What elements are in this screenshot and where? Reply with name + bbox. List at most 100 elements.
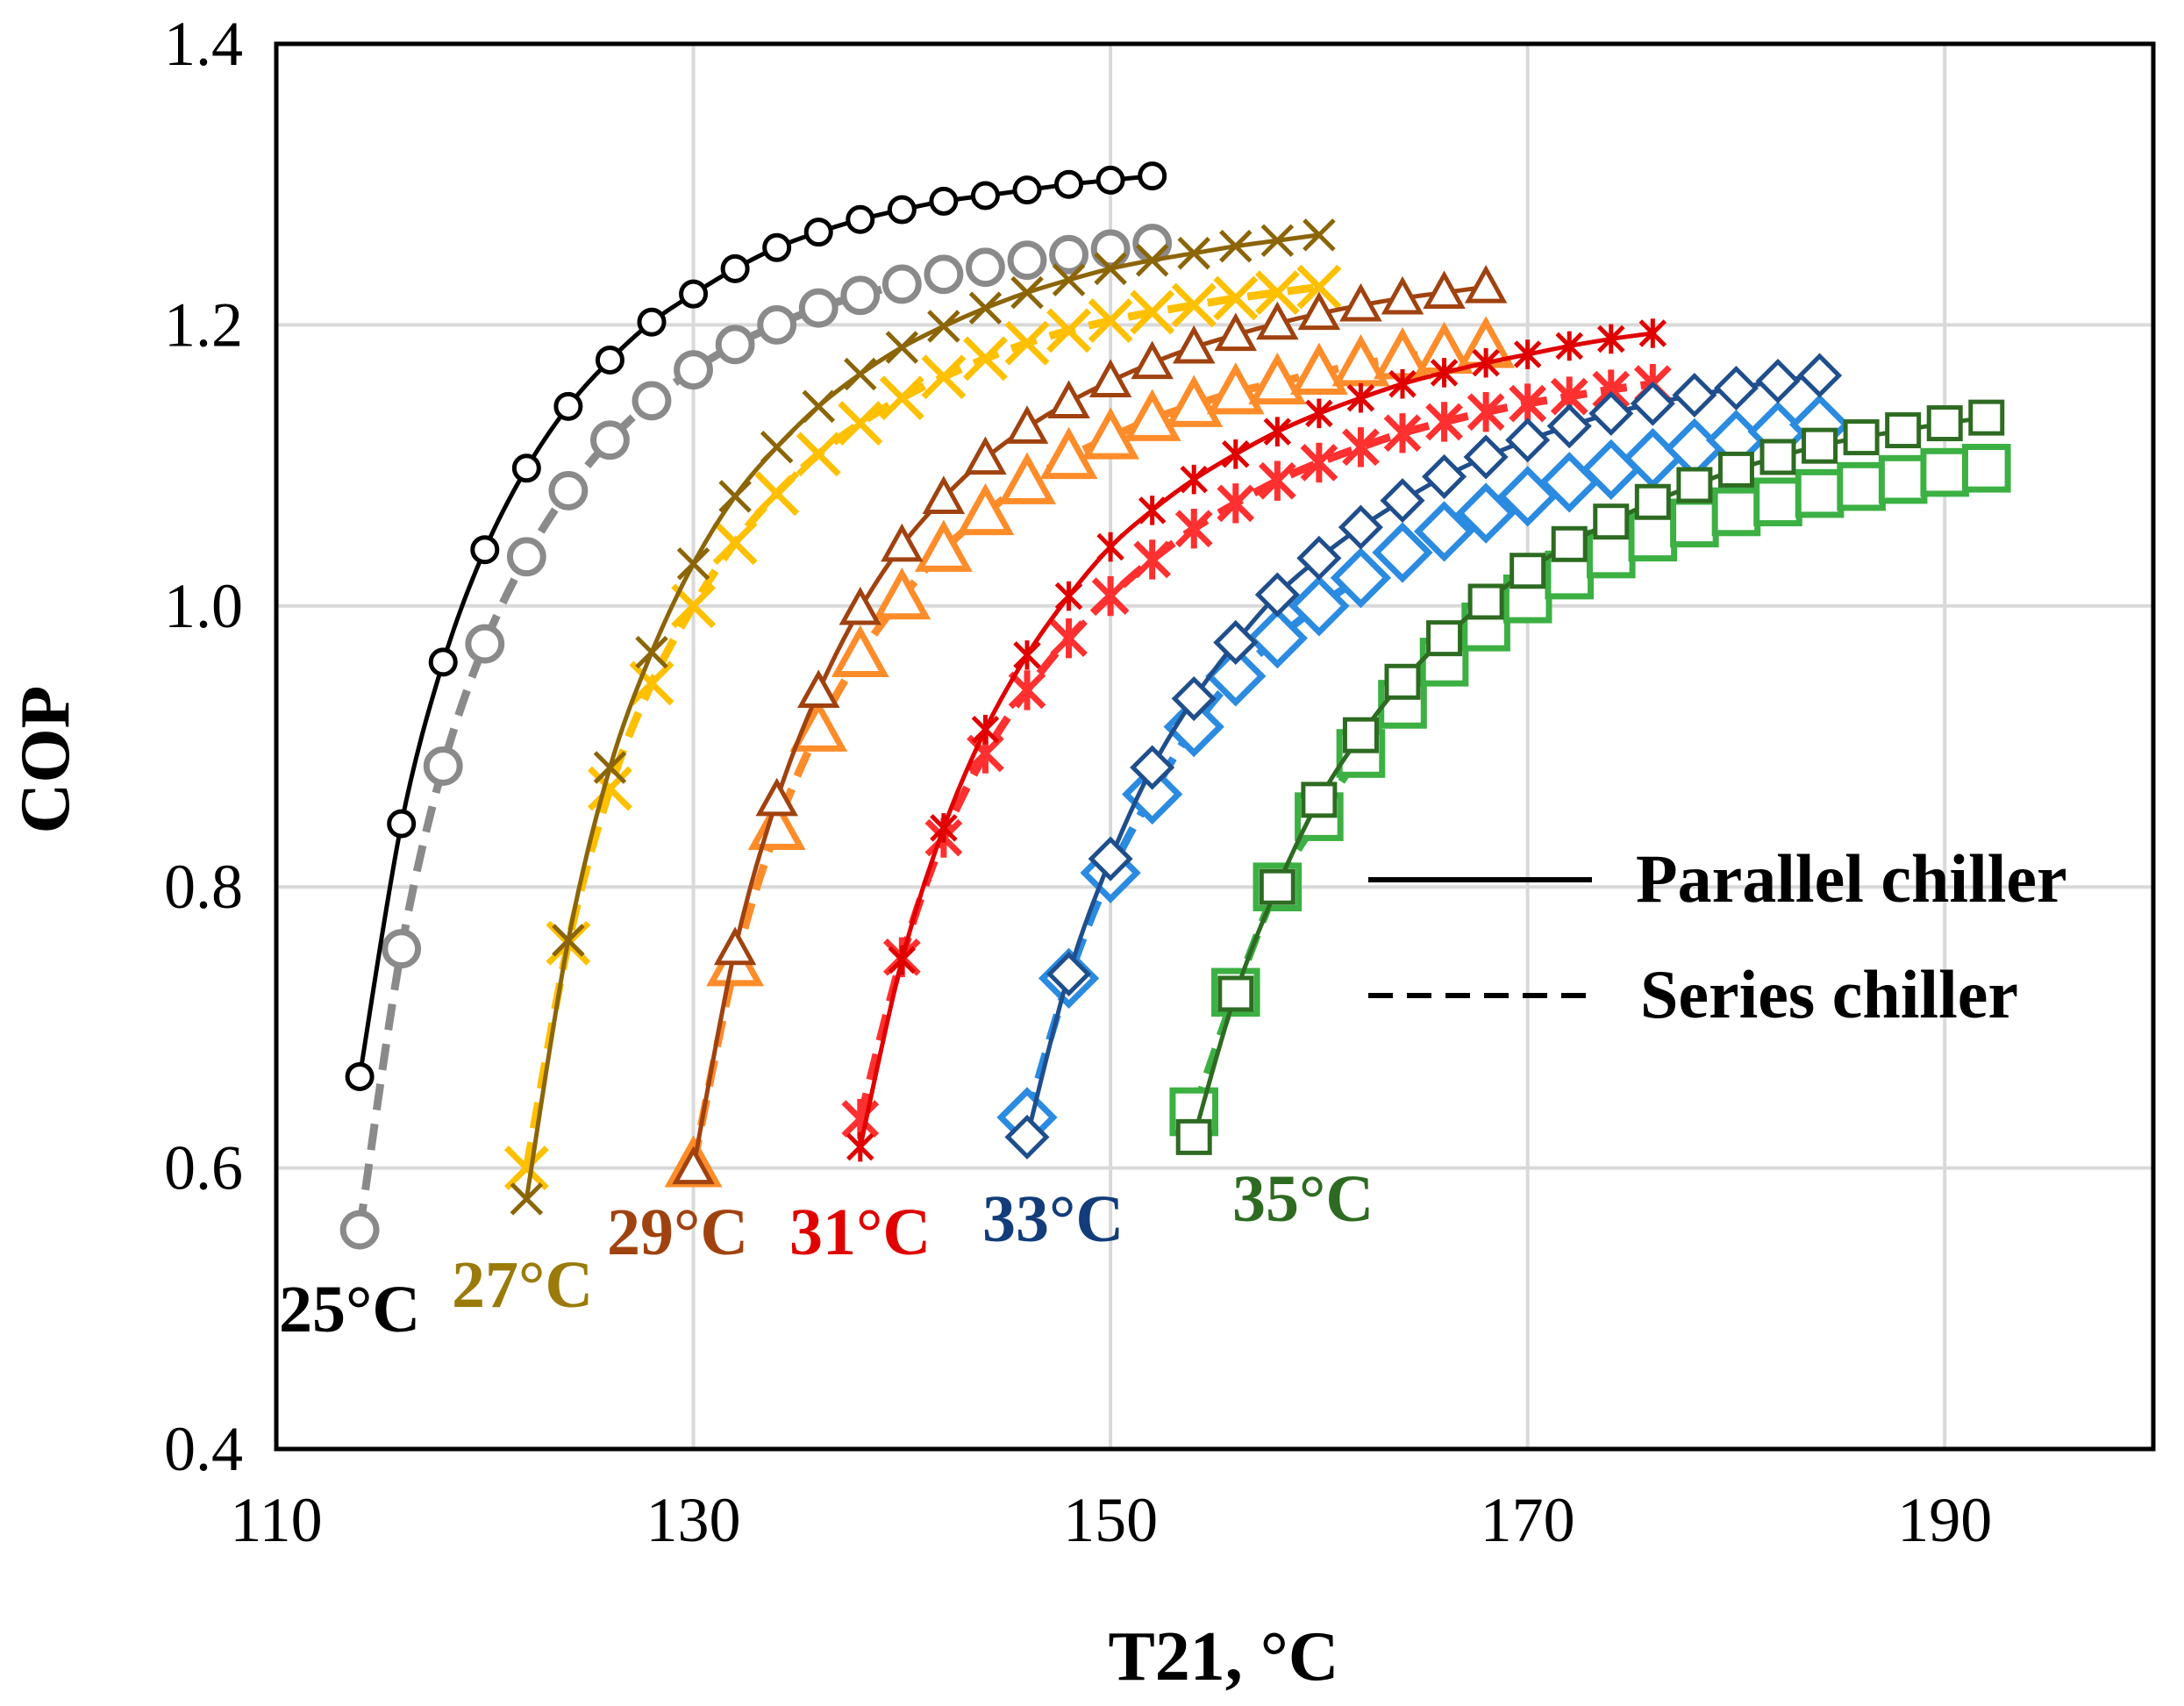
- data-point-diamond: [1664, 418, 1725, 480]
- series-27C-series: [503, 264, 1342, 1191]
- data-point-triangle: [956, 482, 1015, 536]
- data-point-diamond: [1380, 478, 1425, 524]
- y-tick-label: 0.6: [164, 1133, 243, 1203]
- data-point-square: [1717, 451, 1754, 488]
- data-point-square: [1217, 975, 1254, 1012]
- data-point-circle: [966, 247, 1005, 288]
- series-27C-parallel: [510, 218, 1336, 1216]
- data-point-square: [1628, 512, 1678, 562]
- data-point-diamond: [1755, 358, 1801, 404]
- x-axis-title: T21, °C: [1108, 1618, 1338, 1695]
- data-point-asterisk: [971, 714, 1000, 745]
- series-line: [355, 239, 1153, 1231]
- data-point-triangle: [1297, 291, 1341, 331]
- data-point-x: [1213, 275, 1259, 321]
- data-point-circle: [887, 195, 917, 225]
- data-point-circle: [465, 624, 505, 664]
- data-point-asterisk: [1346, 382, 1375, 413]
- data-point-circle: [803, 218, 833, 247]
- data-point-circle: [1090, 229, 1131, 269]
- data-point-circle: [1054, 169, 1084, 199]
- data-point-asterisk: [846, 1131, 874, 1162]
- data-point-triangle: [1214, 312, 1258, 352]
- data-point-asterisk: [1509, 383, 1547, 424]
- data-point-square: [1878, 454, 1928, 504]
- data-point-diamond: [1338, 504, 1383, 550]
- data-point-circle: [428, 647, 458, 677]
- series-25C-parallel: [345, 161, 1167, 1091]
- data-point-asterisk: [1472, 347, 1500, 378]
- y-tick-label: 0.8: [164, 852, 243, 922]
- legend: Parallel chiller Series chiller: [1368, 840, 2067, 1032]
- data-point-diamond: [1330, 547, 1392, 609]
- data-point-square: [1843, 419, 1880, 456]
- data-point-circle: [632, 381, 672, 421]
- data-point-circle: [553, 391, 583, 421]
- data-point-asterisk: [1217, 483, 1255, 524]
- data-point-diamond: [1422, 453, 1467, 499]
- series-33C-parallel: [1004, 353, 1843, 1160]
- data-point-square: [1426, 620, 1463, 657]
- y-tick-label: 0.4: [164, 1414, 243, 1484]
- data-point-diamond: [1630, 381, 1675, 426]
- data-point-triangle: [1081, 407, 1140, 460]
- data-point-asterisk: [1425, 402, 1463, 442]
- data-point-square: [1593, 503, 1630, 540]
- data-point-diamond: [1713, 365, 1759, 411]
- data-point-diamond: [1213, 619, 1259, 665]
- data-point-triangle: [839, 586, 882, 625]
- data-point-asterisk: [1388, 368, 1417, 399]
- data-point-triangle: [755, 777, 798, 817]
- legend-label-series: Series chiller: [1640, 956, 2018, 1032]
- series-line: [858, 331, 1653, 1148]
- data-point-diamond: [1171, 675, 1217, 722]
- data-point-x: [1004, 320, 1050, 366]
- data-point-x: [510, 1182, 544, 1216]
- data-point-diamond: [1046, 951, 1092, 997]
- data-point-diamond: [1672, 372, 1717, 418]
- data-point-circle: [387, 809, 417, 839]
- data-point-square: [1384, 663, 1421, 700]
- data-point-asterisk: [1096, 532, 1124, 562]
- data-point-triangle: [1047, 380, 1090, 419]
- data-point-x: [1046, 308, 1091, 353]
- data-point-asterisk: [1091, 575, 1130, 617]
- data-point-square: [1802, 427, 1838, 464]
- axis-ticks: 110 130 150 170 190 0.4 0.6 0.8 1.0 1.2 1.4: [164, 9, 1992, 1555]
- data-point-circle: [970, 181, 1000, 211]
- data-point-x: [1130, 289, 1175, 335]
- temperature-label: 27°C: [452, 1248, 593, 1322]
- data-point-x: [635, 635, 668, 669]
- data-point-circle: [345, 1061, 375, 1091]
- data-point-triangle: [796, 669, 840, 709]
- data-point-asterisk: [1555, 331, 1583, 361]
- data-point-asterisk: [930, 813, 958, 843]
- data-point-asterisk: [1638, 318, 1667, 348]
- data-point-x: [760, 431, 794, 464]
- data-point-x: [844, 357, 877, 391]
- legend-label-parallel: Parallel chiller: [1636, 840, 2067, 917]
- data-point-diamond: [1122, 763, 1183, 825]
- data-point-asterisk: [1008, 670, 1046, 710]
- data-point-circle: [757, 305, 797, 345]
- data-point-diamond: [1254, 572, 1300, 617]
- data-point-circle: [720, 253, 750, 283]
- data-point-square: [1926, 405, 1963, 442]
- data-point-asterisk: [1258, 460, 1296, 501]
- data-point-circle: [1138, 161, 1167, 191]
- series-29C-parallel: [672, 264, 1508, 1185]
- data-point-diamond: [1588, 390, 1634, 436]
- data-point-square: [1301, 782, 1338, 818]
- data-point-circle: [881, 264, 922, 304]
- data-point-circle: [382, 929, 422, 969]
- x-tick-label: 190: [1897, 1485, 1992, 1555]
- data-point-asterisk: [1342, 427, 1380, 468]
- data-point-x: [1296, 264, 1342, 310]
- data-point-x: [754, 471, 800, 517]
- data-point-circle: [846, 204, 875, 234]
- data-point-x: [1260, 224, 1295, 258]
- data-point-triangle: [1381, 275, 1424, 315]
- data-point-x: [927, 310, 960, 343]
- data-point-diamond: [1296, 535, 1342, 581]
